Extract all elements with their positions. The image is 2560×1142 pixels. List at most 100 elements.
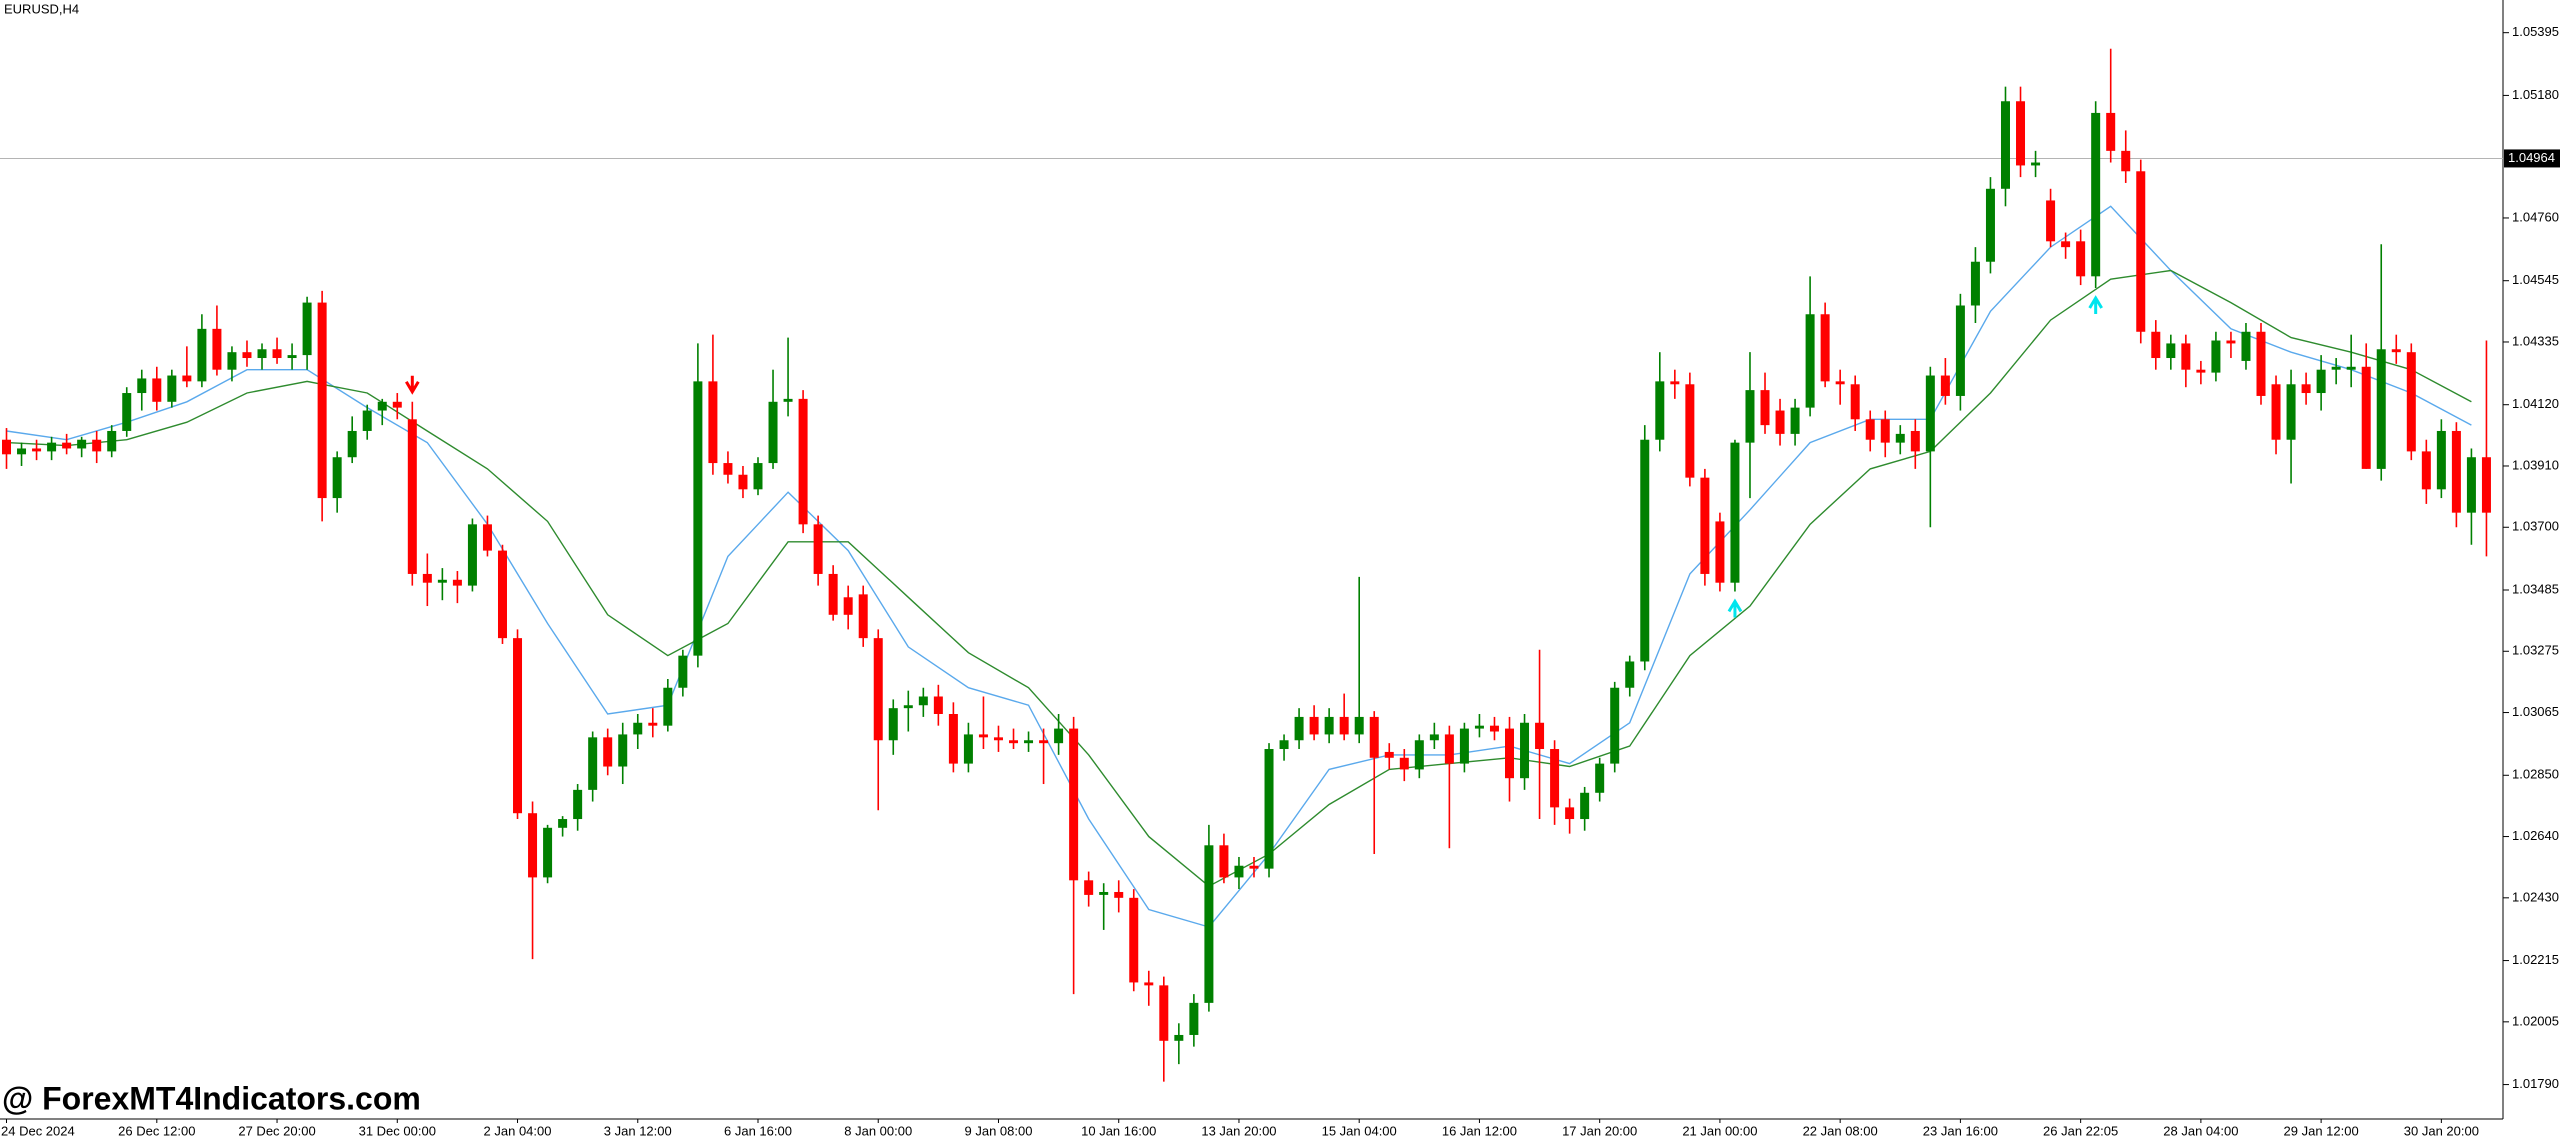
candle-body bbox=[2091, 112, 2101, 277]
candle-body bbox=[1444, 734, 1454, 764]
candle-body bbox=[2271, 384, 2281, 440]
candle-body bbox=[1835, 381, 1845, 385]
candle-body bbox=[978, 734, 988, 738]
candle-body bbox=[197, 328, 207, 382]
x-tick-label: 10 Jan 16:00 bbox=[1081, 1123, 1156, 1138]
candle-body bbox=[1760, 390, 1770, 426]
candle-body bbox=[1565, 807, 1575, 820]
y-tick-label: 1.04335 bbox=[2512, 333, 2559, 348]
candle-body bbox=[1640, 439, 1650, 662]
candle-body bbox=[633, 722, 643, 735]
x-tick-label: 15 Jan 04:00 bbox=[1322, 1123, 1397, 1138]
y-tick-label: 1.03275 bbox=[2512, 643, 2559, 658]
y-tick-label: 1.05180 bbox=[2512, 87, 2559, 102]
candle-body bbox=[1550, 749, 1560, 808]
candle-body bbox=[1790, 407, 1800, 434]
candle-body bbox=[873, 638, 883, 741]
candle-body bbox=[1324, 716, 1334, 735]
candle-body bbox=[482, 524, 492, 551]
candle-body bbox=[2151, 331, 2161, 359]
x-tick-label: 6 Jan 16:00 bbox=[724, 1123, 792, 1138]
candle-body bbox=[693, 381, 703, 656]
candle-body bbox=[1384, 751, 1394, 758]
candle-body bbox=[1249, 865, 1259, 869]
candle-body bbox=[1369, 716, 1379, 758]
x-tick-label: 9 Jan 08:00 bbox=[965, 1123, 1033, 1138]
candle-body bbox=[1159, 985, 1169, 1041]
y-tick-label: 1.01790 bbox=[2512, 1076, 2559, 1091]
candle-body bbox=[798, 398, 808, 525]
candle-body bbox=[2061, 241, 2071, 248]
candle-body bbox=[1715, 521, 1725, 583]
candle-body bbox=[588, 737, 598, 790]
candle-body bbox=[1204, 845, 1214, 1003]
candle-body bbox=[1955, 305, 1965, 396]
candle-body bbox=[2481, 457, 2491, 513]
x-tick-label: 22 Jan 08:00 bbox=[1803, 1123, 1878, 1138]
candle-body bbox=[2226, 340, 2236, 344]
candle-body bbox=[2391, 349, 2401, 353]
candle-body bbox=[227, 352, 237, 370]
candle-body bbox=[1144, 982, 1154, 986]
candle-body bbox=[2016, 101, 2026, 166]
current-price-box bbox=[2504, 149, 2560, 168]
candle-body bbox=[993, 737, 1003, 741]
candle-body bbox=[648, 722, 658, 726]
up-arrow bbox=[2088, 295, 2103, 314]
candle-body bbox=[2466, 457, 2476, 513]
candle-body bbox=[1940, 375, 1950, 396]
candle-body bbox=[1925, 375, 1935, 452]
candle-body bbox=[1850, 384, 1860, 420]
candle-body bbox=[1520, 722, 1530, 779]
candle-body bbox=[1009, 740, 1019, 744]
x-tick-label: 21 Jan 00:00 bbox=[1682, 1123, 1757, 1138]
candle-body bbox=[62, 442, 72, 449]
candle-body bbox=[1910, 430, 1920, 452]
candle-body bbox=[167, 375, 177, 402]
candle-body bbox=[2181, 343, 2191, 370]
candle-body bbox=[302, 302, 312, 356]
moving-average-line bbox=[6, 205, 2472, 928]
candle-body bbox=[1775, 410, 1785, 434]
candle-body bbox=[1024, 740, 1034, 744]
candle-body bbox=[1279, 740, 1289, 750]
candle-body bbox=[1685, 384, 1695, 478]
candle-body bbox=[723, 463, 733, 475]
candle-body bbox=[918, 696, 928, 706]
candle-body bbox=[573, 789, 583, 820]
candle-body bbox=[1339, 716, 1349, 735]
candle-body bbox=[1039, 740, 1049, 744]
y-tick-label: 1.03910 bbox=[2512, 457, 2559, 472]
candle-body bbox=[1234, 865, 1244, 878]
candle-body bbox=[618, 734, 628, 767]
candle-body bbox=[2076, 241, 2086, 277]
x-tick-label: 2 Jan 04:00 bbox=[484, 1123, 552, 1138]
candle-body bbox=[738, 474, 748, 490]
candle-body bbox=[2421, 451, 2431, 490]
candle-body bbox=[1820, 314, 1830, 382]
candle-body bbox=[2196, 369, 2206, 373]
candle-body bbox=[47, 442, 57, 452]
candle-body bbox=[2, 439, 11, 455]
candle-body bbox=[1610, 687, 1620, 764]
x-tick-label: 3 Jan 12:00 bbox=[604, 1123, 672, 1138]
candle-body bbox=[1745, 390, 1755, 443]
candle-body bbox=[1309, 716, 1319, 735]
y-tick-label: 1.04760 bbox=[2512, 209, 2559, 224]
candle-body bbox=[513, 638, 523, 814]
y-tick-label: 1.05395 bbox=[2512, 24, 2559, 39]
candle-body bbox=[1219, 845, 1229, 878]
candle-body bbox=[558, 819, 568, 828]
candle-body bbox=[1129, 897, 1139, 983]
x-tick-label: 8 Jan 00:00 bbox=[844, 1123, 912, 1138]
candle-body bbox=[1895, 433, 1905, 443]
candle-body bbox=[843, 597, 853, 615]
x-tick-label: 13 Jan 20:00 bbox=[1201, 1123, 1276, 1138]
candle-body bbox=[182, 375, 192, 382]
candle-body bbox=[1414, 740, 1424, 770]
x-tick-label: 16 Jan 12:00 bbox=[1442, 1123, 1517, 1138]
up-arrow bbox=[1727, 598, 1743, 618]
